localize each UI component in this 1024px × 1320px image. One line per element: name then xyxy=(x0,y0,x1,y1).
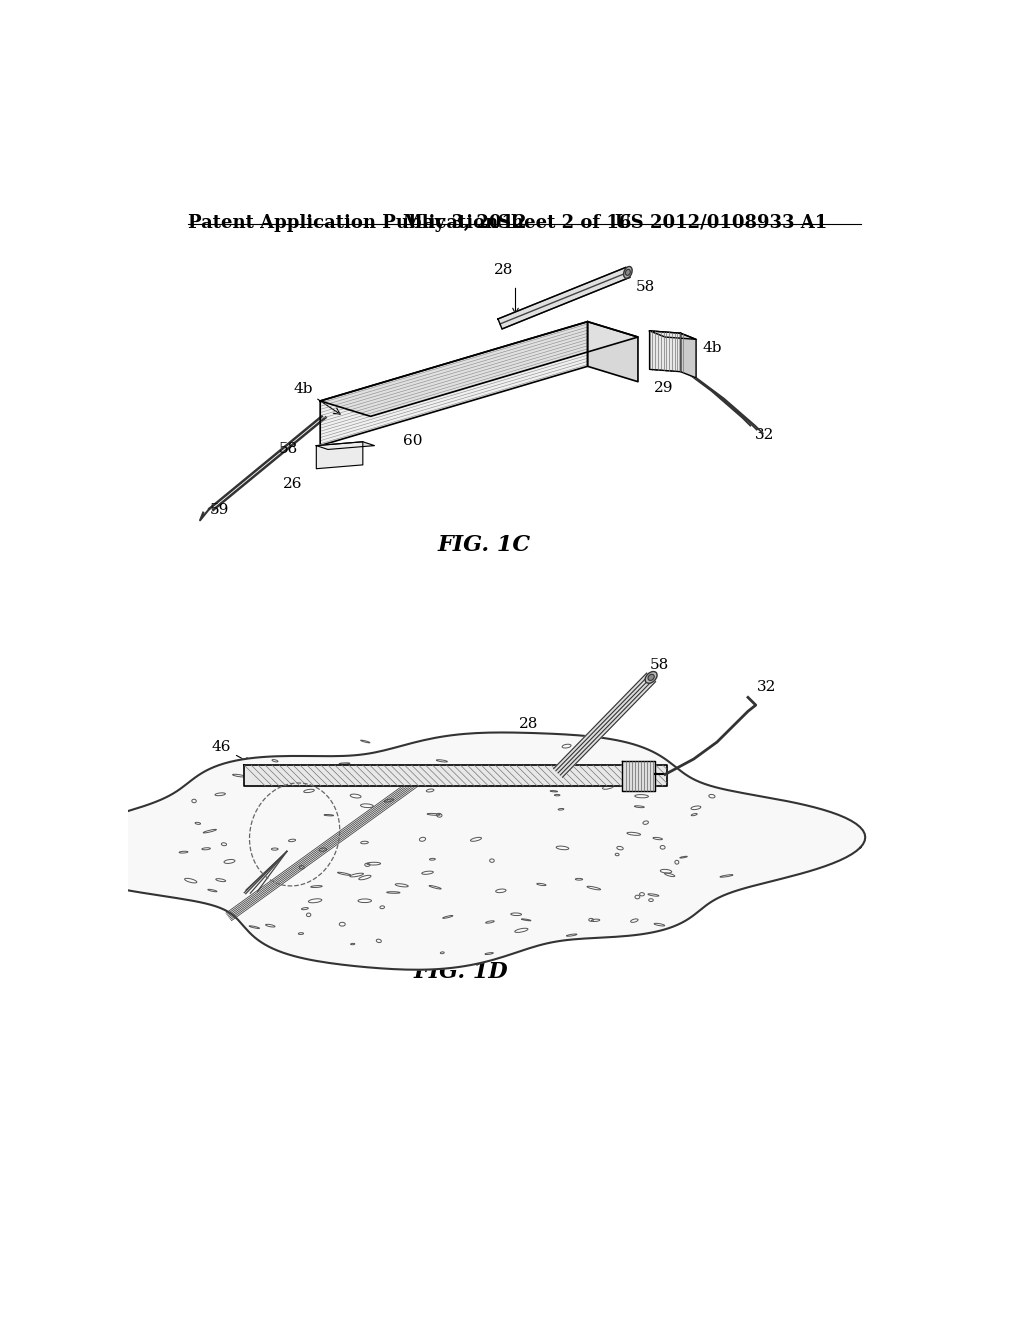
Text: FIG. 1C: FIG. 1C xyxy=(438,535,531,556)
Ellipse shape xyxy=(645,672,657,684)
Text: May 3, 2012: May 3, 2012 xyxy=(403,214,526,232)
Text: 59: 59 xyxy=(209,503,228,517)
Text: CNT: CNT xyxy=(257,878,287,891)
Polygon shape xyxy=(498,268,630,329)
Text: 44: 44 xyxy=(414,834,433,849)
Text: WRK: WRK xyxy=(263,869,296,882)
Text: Patent Application Publication: Patent Application Publication xyxy=(188,214,499,232)
Polygon shape xyxy=(245,766,667,785)
Ellipse shape xyxy=(624,267,632,279)
Polygon shape xyxy=(316,442,375,449)
Polygon shape xyxy=(649,331,696,339)
Text: 4b: 4b xyxy=(702,342,722,355)
Text: 32: 32 xyxy=(758,680,776,694)
Text: FIG. 1D: FIG. 1D xyxy=(414,961,509,983)
Text: 58: 58 xyxy=(649,657,669,672)
Polygon shape xyxy=(46,733,865,970)
Ellipse shape xyxy=(648,675,654,681)
Text: 26: 26 xyxy=(370,805,389,820)
Text: 28: 28 xyxy=(495,263,514,277)
Text: 44: 44 xyxy=(219,791,239,804)
Text: 27: 27 xyxy=(610,742,630,756)
Polygon shape xyxy=(681,333,696,378)
Polygon shape xyxy=(321,322,638,416)
Text: 26: 26 xyxy=(283,477,302,491)
Text: 58: 58 xyxy=(280,442,298,455)
Polygon shape xyxy=(554,673,655,777)
Text: 58: 58 xyxy=(213,855,232,870)
Text: Sheet 2 of 16: Sheet 2 of 16 xyxy=(499,214,632,232)
Text: 32: 32 xyxy=(755,429,774,442)
Text: 46: 46 xyxy=(212,741,251,763)
Text: FIG. 3: FIG. 3 xyxy=(454,824,502,837)
Text: 29: 29 xyxy=(653,381,673,396)
Text: 44: 44 xyxy=(217,792,237,807)
Text: 44: 44 xyxy=(217,792,237,807)
Polygon shape xyxy=(588,322,638,381)
Text: 28: 28 xyxy=(519,717,566,747)
Ellipse shape xyxy=(626,269,631,276)
Polygon shape xyxy=(623,760,655,792)
Polygon shape xyxy=(321,322,588,446)
Text: US 2012/0108933 A1: US 2012/0108933 A1 xyxy=(614,214,827,232)
Text: 42: 42 xyxy=(343,816,362,830)
Polygon shape xyxy=(649,331,681,372)
Text: 40: 40 xyxy=(245,878,262,891)
Text: 29: 29 xyxy=(643,787,663,800)
Text: 4b: 4b xyxy=(293,383,340,414)
Text: 60: 60 xyxy=(403,434,423,447)
Text: 58: 58 xyxy=(636,280,655,294)
Text: 59°: 59° xyxy=(218,873,245,887)
Text: REF: REF xyxy=(275,859,302,873)
Polygon shape xyxy=(316,442,362,469)
